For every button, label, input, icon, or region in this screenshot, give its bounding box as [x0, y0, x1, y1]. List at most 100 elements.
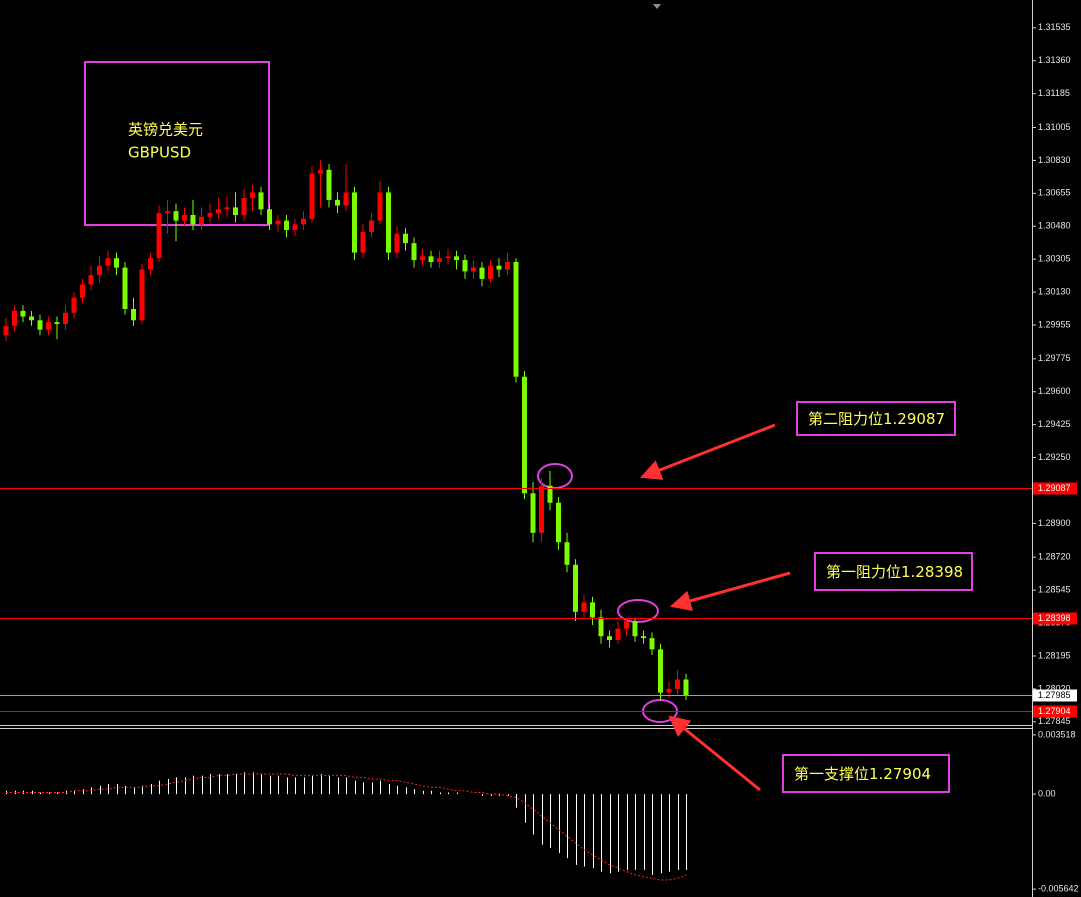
candle-body	[454, 256, 459, 261]
y-tick-label: 1.27845	[1038, 716, 1071, 726]
y-tick-label: 1.31185	[1038, 88, 1070, 98]
candle-body	[581, 602, 587, 612]
annotation-box	[814, 552, 973, 591]
y-tick-label: 1.30480	[1038, 221, 1071, 231]
candle-body	[97, 265, 102, 276]
y2-tick-label: 0.003518	[1038, 729, 1076, 739]
candle-body	[139, 269, 145, 321]
candle-body	[233, 207, 238, 215]
price-tag-label: 1.27904	[1038, 706, 1071, 716]
candle-body	[666, 688, 672, 693]
price-tag-label: 1.29087	[1038, 483, 1071, 493]
candle-body	[54, 322, 60, 325]
y-tick-label: 1.28720	[1038, 552, 1071, 562]
candle-body	[462, 260, 468, 272]
candle-body	[564, 542, 570, 565]
price-tag	[1033, 482, 1077, 495]
y2-tick-label: 0.00	[1038, 789, 1056, 799]
signal-line	[6, 773, 687, 881]
candle-body	[590, 602, 595, 618]
candle-body	[530, 493, 536, 533]
candle-body	[131, 308, 136, 321]
candle-body	[471, 267, 476, 272]
y-tick-label: 1.29250	[1038, 452, 1071, 462]
candle-body	[267, 209, 272, 225]
candle-body	[3, 325, 9, 336]
y-tick-label: 1.31005	[1038, 122, 1071, 132]
candle-body	[46, 322, 51, 330]
price-tag	[1033, 705, 1077, 718]
candle-body	[207, 213, 213, 217]
candle-body	[63, 312, 68, 325]
candle-body	[309, 173, 315, 219]
y-tick-label: 1.31535	[1038, 22, 1071, 32]
y-tick-label: 1.28195	[1038, 650, 1071, 660]
candle-body	[573, 564, 578, 612]
candle-body	[496, 265, 502, 270]
candle-body	[386, 192, 391, 253]
candle-body	[607, 636, 612, 640]
y-tick-label: 1.28020	[1038, 683, 1071, 693]
candle-body	[80, 284, 85, 298]
annotation-box	[782, 754, 950, 793]
candle-body	[190, 214, 196, 225]
candle-body	[428, 256, 434, 262]
candles	[3, 160, 689, 701]
candle-body	[420, 256, 425, 261]
candle-body	[539, 485, 544, 533]
candle-body	[88, 275, 94, 285]
candle-body	[624, 621, 629, 629]
candle-body	[326, 169, 332, 200]
y-tick-label: 1.30130	[1038, 286, 1071, 296]
annotation-box	[796, 401, 956, 436]
candle-body	[224, 207, 230, 210]
y-tick-label: 1.31360	[1038, 55, 1071, 65]
candle-body	[37, 320, 43, 330]
candle-body	[556, 502, 561, 543]
candle-body	[148, 258, 153, 270]
candle-body	[216, 209, 221, 214]
candle-body	[522, 376, 527, 494]
candle-body	[156, 213, 162, 259]
arrows	[640, 423, 791, 792]
candle-body	[122, 267, 128, 309]
candle-body	[292, 224, 298, 231]
candle-body	[182, 214, 187, 221]
arrow	[640, 423, 776, 480]
candle-body	[360, 231, 366, 253]
price-tag	[1033, 612, 1077, 625]
candle-body	[352, 192, 357, 253]
price-tag-label: 1.28398	[1038, 613, 1071, 623]
candle-body	[173, 211, 179, 221]
y-tick-label: 1.28545	[1038, 585, 1071, 595]
arrow	[668, 715, 761, 792]
chart-title: 英镑兑美元	[128, 121, 203, 139]
y-tick-label: 1.30655	[1038, 188, 1071, 198]
candle-body	[683, 679, 689, 696]
candle-body	[12, 310, 17, 326]
candle-body	[513, 261, 519, 377]
y-tick-label: 1.29955	[1038, 319, 1071, 329]
candle-body	[114, 258, 119, 268]
candle-body	[547, 485, 553, 503]
candle-body	[165, 211, 170, 214]
candle-body	[632, 621, 638, 637]
candle-body	[377, 192, 383, 221]
candle-body	[369, 220, 374, 232]
candle-body	[199, 216, 204, 225]
y-tick-label: 1.30830	[1038, 155, 1071, 165]
candle-body	[641, 636, 646, 639]
candle-body	[105, 258, 111, 266]
candle-body	[241, 198, 247, 215]
candle-body	[445, 256, 451, 259]
candle-body	[343, 192, 349, 206]
y-tick-label: 1.29600	[1038, 386, 1071, 396]
candle-body	[20, 310, 26, 317]
candle-body	[250, 192, 255, 199]
chart-subtitle: GBPUSD	[128, 144, 191, 162]
y-tick-label: 1.29425	[1038, 419, 1071, 429]
candle-body	[505, 261, 510, 270]
